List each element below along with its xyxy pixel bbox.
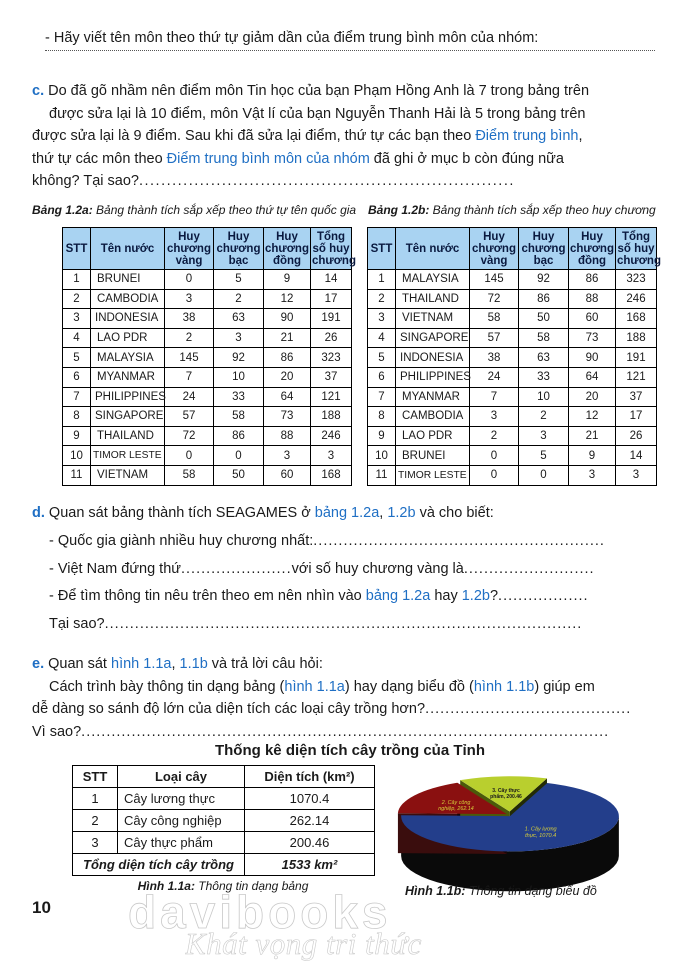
svg-text:1. Cây lương: 1. Cây lương xyxy=(525,827,558,833)
svg-text:2. Cây công: 2. Cây công xyxy=(441,800,471,806)
svg-text:thực, 1070.4: thực, 1070.4 xyxy=(525,833,556,839)
svg-text:nghiệp, 262.14: nghiệp, 262.14 xyxy=(438,806,473,812)
svg-text:Khát vọng tri thức: Khát vọng tri thức xyxy=(185,926,422,961)
svg-text:phẩm, 200.46: phẩm, 200.46 xyxy=(490,793,522,800)
